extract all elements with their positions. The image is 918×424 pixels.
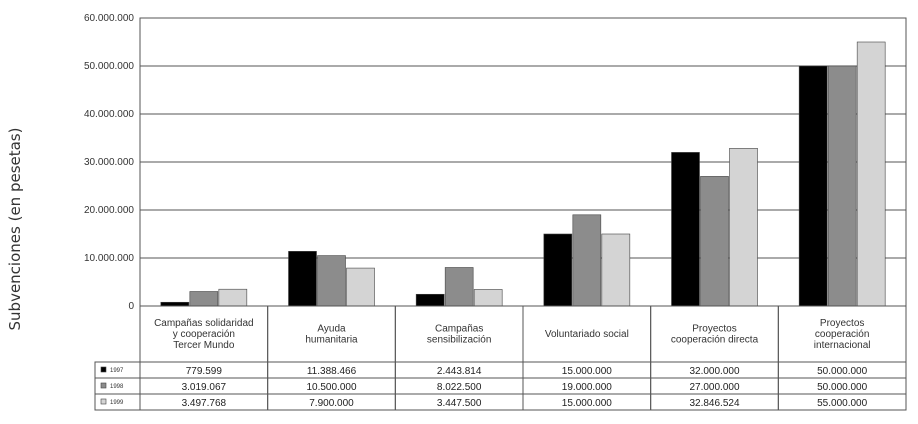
legend-label: 1999 xyxy=(110,400,124,406)
bar-1999-3 xyxy=(601,233,631,307)
y-tick-label: 20.000.000 xyxy=(84,205,134,216)
data-label: 27.000.000 xyxy=(689,382,739,393)
bar-1999-2 xyxy=(473,289,503,307)
category-label: Proyectos xyxy=(820,318,864,329)
category-label: Ayuda xyxy=(317,324,346,335)
y-axis-title-group: Subvenciones (en pesetas) xyxy=(6,128,24,331)
y-axis-label: Subvenciones (en pesetas) xyxy=(6,128,24,331)
data-label: 32.000.000 xyxy=(689,366,739,377)
data-label: 50.000.000 xyxy=(817,382,867,393)
category-label: Voluntariado social xyxy=(545,329,629,340)
bar-1998-5 xyxy=(827,65,857,307)
bar-1998-2 xyxy=(444,267,474,307)
category-label: Tercer Mundo xyxy=(173,340,235,351)
data-label: 3.019.067 xyxy=(182,382,227,393)
legend-label: 1997 xyxy=(110,368,124,374)
data-label: 15.000.000 xyxy=(562,398,612,409)
y-tick-label: 50.000.000 xyxy=(84,61,134,72)
data-label: 15.000.000 xyxy=(562,366,612,377)
bar-1999-0 xyxy=(218,288,248,307)
category-label: sensibilización xyxy=(427,335,491,346)
legend-swatch-1998 xyxy=(100,382,107,389)
legend-swatch-1997 xyxy=(100,366,107,373)
bar-1999-5 xyxy=(856,41,886,307)
value-cell xyxy=(777,393,907,411)
category-label: Proyectos xyxy=(692,324,736,335)
y-tick-label: 40.000.000 xyxy=(84,109,134,120)
y-tick-label: 10.000.000 xyxy=(84,253,134,264)
data-label: 3.497.768 xyxy=(182,398,227,409)
category-label: y cooperación xyxy=(173,329,235,340)
data-label: 55.000.000 xyxy=(817,398,867,409)
y-tick-labels: 0 10.000.000 20.000.000 30.000.000 40.000.00… xyxy=(84,13,135,312)
bar-1999-4 xyxy=(729,148,758,307)
data-label: 32.846.524 xyxy=(689,398,739,409)
y-tick-label: 30.000.000 xyxy=(84,157,134,168)
category-label: Campañas xyxy=(435,324,483,335)
category-label: cooperación xyxy=(815,329,869,340)
bar-1997-2 xyxy=(415,293,445,307)
bar-1997-3 xyxy=(543,233,573,307)
bar-1997-1 xyxy=(288,251,317,307)
legend-swatch-1999 xyxy=(100,398,107,405)
data-label: 19.000.000 xyxy=(562,382,612,393)
data-label: 50.000.000 xyxy=(817,366,867,377)
category-label: cooperación directa xyxy=(671,335,759,346)
y-tick-label: 0 xyxy=(128,301,134,312)
data-label: 10.500.000 xyxy=(306,382,356,393)
category-label: humanitaria xyxy=(305,335,358,346)
category-label: Campañas solidaridad xyxy=(154,318,254,329)
data-label: 11.388.466 xyxy=(307,366,357,377)
bar-1998-4 xyxy=(700,176,729,307)
legend-label: 1998 xyxy=(110,384,124,390)
bar-1998-1 xyxy=(317,255,346,307)
bar-1999-1 xyxy=(346,267,375,307)
bar-1997-0 xyxy=(160,301,190,307)
data-label: 3.447.500 xyxy=(437,398,482,409)
y-tick-label: 60.000.000 xyxy=(84,13,134,24)
gridlines xyxy=(139,17,907,307)
bar-1998-3 xyxy=(572,214,602,307)
bar-1997-5 xyxy=(798,65,828,307)
data-label: 8.022.500 xyxy=(437,382,482,393)
data-label: 2.443.814 xyxy=(437,366,482,377)
data-label: 7.900.000 xyxy=(309,398,354,409)
data-label: 779.599 xyxy=(186,366,223,377)
bar-1998-0 xyxy=(189,291,219,307)
bar-1997-4 xyxy=(671,152,700,307)
category-label: internacional xyxy=(814,340,871,351)
bars xyxy=(160,41,886,307)
